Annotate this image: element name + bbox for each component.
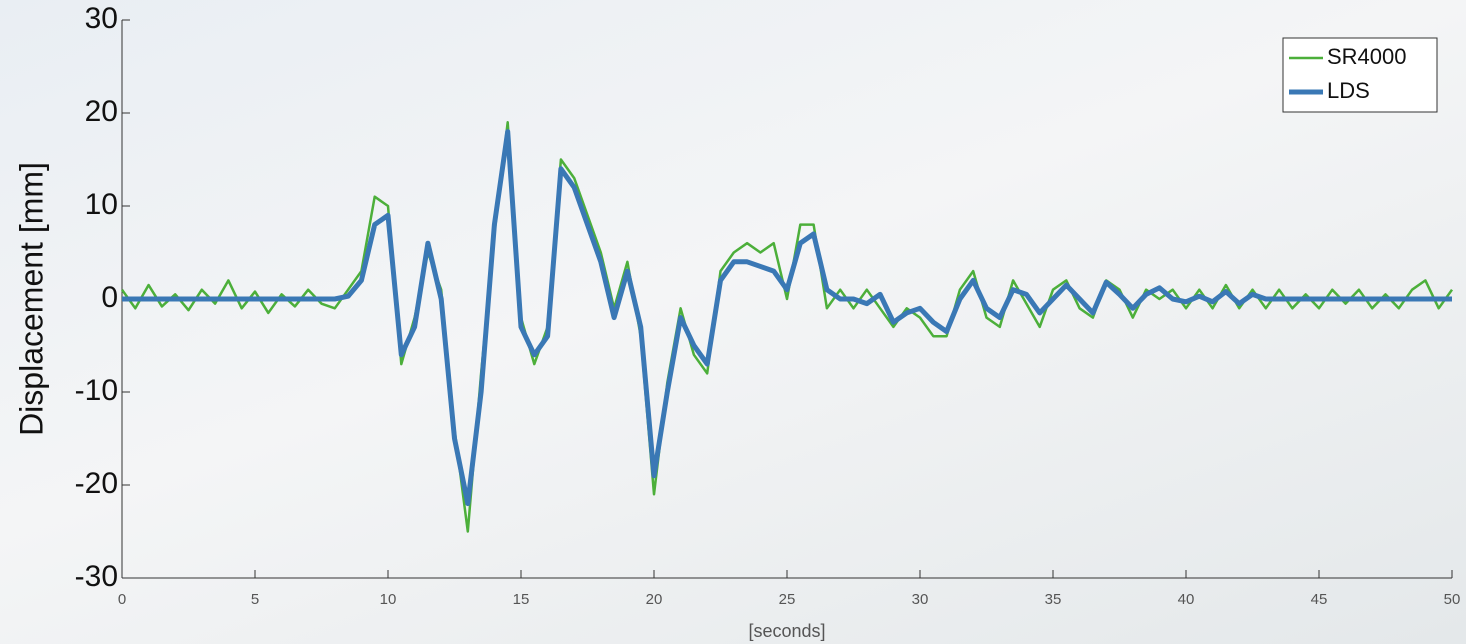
x-tick-label: 50 <box>1444 591 1461 608</box>
x-tick-label: 30 <box>912 591 929 608</box>
x-tick-label: 20 <box>646 591 663 608</box>
y-tick-label: -20 <box>75 467 118 500</box>
y-tick-label: 20 <box>85 95 118 128</box>
y-tick-label: 10 <box>85 188 118 221</box>
y-tick-label: 0 <box>101 281 118 314</box>
y-tick-label: -10 <box>75 374 118 407</box>
x-tick-label: 0 <box>118 591 126 608</box>
legend-label: LDS <box>1327 78 1370 103</box>
x-tick-label: 10 <box>380 591 397 608</box>
x-tick-label: 5 <box>251 591 259 608</box>
x-tick-label: 35 <box>1045 591 1062 608</box>
chart: Displacement [mm] [seconds] -30 -20 -10 0 10… <box>0 0 1466 644</box>
x-axis-label: [seconds] <box>748 621 825 641</box>
x-tick-label: 15 <box>513 591 530 608</box>
y-axis-label: Displacement [mm] <box>13 162 49 436</box>
x-tick-label: 25 <box>779 591 796 608</box>
series-line <box>122 122 1452 531</box>
x-tick-label: 45 <box>1311 591 1328 608</box>
y-tick-label: 30 <box>85 2 118 35</box>
series-line <box>122 132 1452 504</box>
x-tick-label: 40 <box>1178 591 1195 608</box>
legend-label: SR4000 <box>1327 44 1407 69</box>
y-tick-label: -30 <box>75 560 118 593</box>
